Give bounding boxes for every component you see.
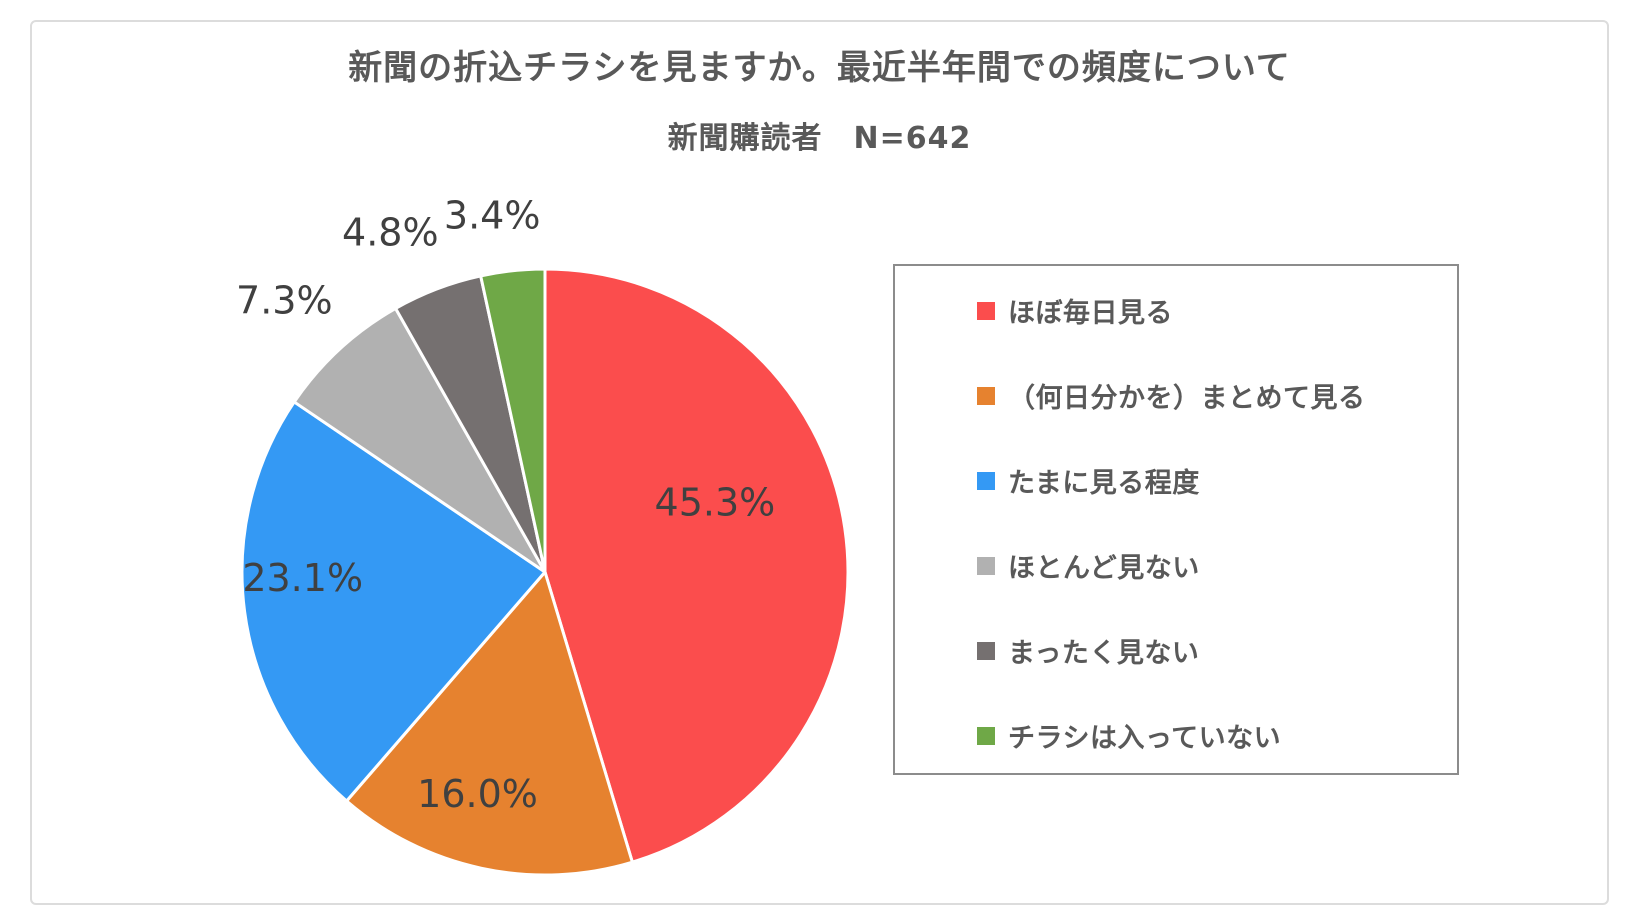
legend-label: ほとんど見ない bbox=[1008, 553, 1200, 584]
legend-item-1: （何日分かを）まとめて見る bbox=[895, 353, 1457, 438]
legend-swatch-icon bbox=[977, 726, 995, 745]
legend-label: （何日分かを）まとめて見る bbox=[1008, 383, 1366, 414]
legend-label: たまに見る程度 bbox=[1008, 468, 1200, 499]
pie-slice-2 bbox=[240, 400, 547, 803]
pie-data-label-4: 4.8% bbox=[342, 210, 439, 254]
legend: ほぼ毎日見る （何日分かを）まとめて見る たまに見る程度 ほとんど見ない まったく見ない… bbox=[893, 264, 1459, 775]
pie-data-label-5: 3.4% bbox=[444, 194, 541, 238]
chart-subtitle: 新聞購読者 N=642 bbox=[667, 121, 972, 156]
pie-slice-1 bbox=[345, 570, 634, 877]
legend-item-4: まったく見ない bbox=[895, 608, 1457, 693]
pie-slice-0 bbox=[543, 267, 850, 864]
pie-slice-3 bbox=[292, 306, 547, 574]
legend-swatch-icon bbox=[977, 301, 995, 320]
legend-label: チラシは入っていない bbox=[1008, 723, 1282, 754]
legend-label: まったく見ない bbox=[1008, 638, 1200, 669]
pie-data-label-1: 16.0% bbox=[417, 772, 538, 816]
pie-data-label-3: 7.3% bbox=[236, 278, 333, 322]
legend-swatch-icon bbox=[977, 556, 995, 575]
chart-title: 新聞の折込チラシを見ますか。最近半年間での頻度について bbox=[348, 48, 1291, 88]
legend-item-5: チラシは入っていない bbox=[895, 693, 1457, 778]
pie-data-label-0: 45.3% bbox=[655, 481, 776, 525]
legend-item-0: ほぼ毎日見る bbox=[895, 268, 1457, 353]
legend-item-3: ほとんど見ない bbox=[895, 523, 1457, 608]
legend-items: ほぼ毎日見る （何日分かを）まとめて見る たまに見る程度 ほとんど見ない まったく見ない… bbox=[895, 268, 1457, 778]
pie-data-label-2: 23.1% bbox=[242, 556, 363, 600]
legend-swatch-icon bbox=[977, 641, 995, 660]
legend-swatch-icon bbox=[977, 386, 995, 405]
legend-item-2: たまに見る程度 bbox=[895, 438, 1457, 523]
pie-slice-5 bbox=[479, 267, 547, 574]
legend-label: ほぼ毎日見る bbox=[1008, 298, 1173, 329]
legend-swatch-icon bbox=[977, 471, 995, 490]
